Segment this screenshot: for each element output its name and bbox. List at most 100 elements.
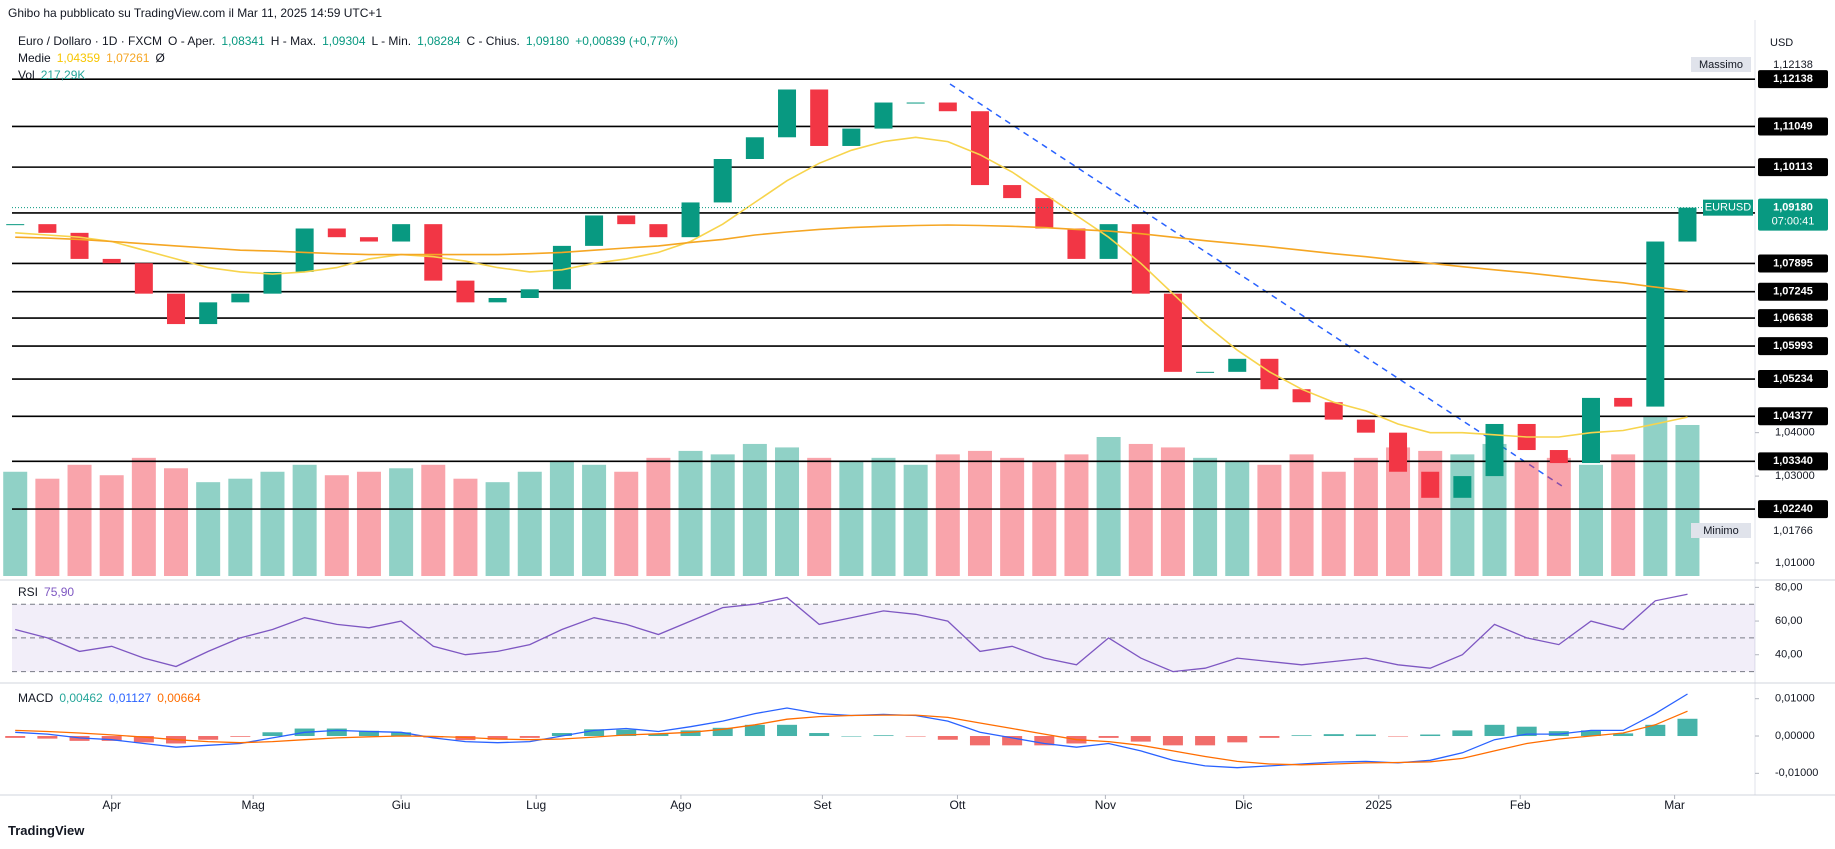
ohlc-value: 1,09180 bbox=[525, 34, 570, 48]
candle bbox=[1549, 450, 1568, 464]
histogram-bar bbox=[1098, 736, 1119, 738]
histogram-bar bbox=[873, 735, 894, 737]
level-label-box bbox=[1758, 254, 1828, 273]
candle bbox=[1453, 476, 1472, 498]
histogram-bar bbox=[905, 736, 926, 737]
legend-macd: MACD 0,00462 0,01127 0,00664 bbox=[18, 691, 201, 705]
histogram-bar bbox=[1420, 734, 1441, 737]
ohlc-label: O - Aper. bbox=[168, 34, 216, 48]
logo-text: TradingView bbox=[8, 823, 85, 838]
histogram-bar bbox=[1162, 736, 1183, 746]
histogram-bar bbox=[133, 736, 154, 743]
volume-bar bbox=[1450, 454, 1475, 576]
volume-bar bbox=[678, 450, 703, 576]
volume-bar bbox=[1257, 464, 1282, 576]
vol-value: 217,29K bbox=[40, 68, 86, 82]
ohlc-label: H - Max. bbox=[270, 34, 317, 48]
candle bbox=[1485, 423, 1504, 477]
ma-value: 1,07261 bbox=[106, 51, 150, 65]
candle bbox=[617, 215, 636, 225]
y-tick-label: 1,01000 bbox=[1775, 557, 1815, 569]
candle bbox=[810, 89, 829, 146]
x-tick-label: Mar bbox=[1664, 798, 1685, 812]
volume-bar bbox=[614, 471, 639, 576]
level-label: 1,03340 bbox=[1773, 455, 1813, 467]
candle bbox=[1163, 293, 1182, 372]
candle bbox=[102, 258, 121, 264]
x-tick-label: 2025 bbox=[1365, 798, 1392, 812]
candle bbox=[842, 128, 861, 146]
volume-bar bbox=[1321, 471, 1346, 576]
histogram-bar bbox=[1259, 736, 1280, 738]
volume-bar bbox=[1514, 461, 1539, 576]
volume-bar bbox=[1546, 457, 1571, 576]
volume-bar bbox=[1096, 437, 1121, 576]
volume-bar bbox=[517, 471, 542, 576]
macd-line bbox=[15, 693, 1688, 769]
volume-bar bbox=[1225, 461, 1250, 576]
macd-title: MACD bbox=[18, 691, 54, 705]
rsi-title: RSI bbox=[18, 585, 39, 599]
candle bbox=[1324, 402, 1343, 420]
candle bbox=[649, 224, 668, 238]
ma-extra: Ø bbox=[155, 51, 165, 65]
x-tick-label: Ott bbox=[949, 798, 966, 812]
histogram-bar bbox=[1195, 736, 1216, 746]
high-name-box bbox=[1691, 57, 1751, 72]
histogram-bar bbox=[1677, 718, 1698, 737]
level-label: 1,07895 bbox=[1773, 257, 1813, 269]
histogram-bar bbox=[230, 736, 251, 737]
x-tick-label: Giu bbox=[392, 798, 411, 812]
histogram-bar bbox=[1291, 735, 1312, 737]
level-label-box bbox=[1758, 117, 1828, 136]
level-label-box bbox=[1758, 452, 1828, 471]
x-tick-label: Set bbox=[813, 798, 832, 812]
candle bbox=[1356, 419, 1375, 433]
ohlc-value: 1,08341 bbox=[221, 34, 265, 48]
level-label: 1,06638 bbox=[1773, 312, 1813, 324]
y-tick-label: -0,01000 bbox=[1775, 767, 1818, 779]
rsi-value: 75,90 bbox=[44, 585, 75, 599]
volume-bar bbox=[1032, 461, 1057, 576]
candle bbox=[456, 280, 475, 303]
histogram-bar bbox=[1516, 726, 1537, 737]
volume-bar bbox=[1064, 454, 1089, 576]
candle bbox=[392, 224, 411, 242]
rsi-line bbox=[15, 593, 1688, 673]
volume-bar bbox=[1353, 457, 1378, 576]
histogram-bar bbox=[616, 729, 637, 737]
currency: USD bbox=[1770, 37, 1793, 49]
level-label: 1,10113 bbox=[1773, 161, 1812, 173]
histogram-bar bbox=[648, 733, 669, 737]
candle bbox=[1678, 207, 1697, 242]
histogram-bar bbox=[1002, 736, 1023, 746]
volume-bar bbox=[356, 471, 381, 576]
candle bbox=[1099, 224, 1118, 259]
volume-bar bbox=[871, 457, 896, 576]
histogram-bar bbox=[358, 730, 379, 737]
y-tick-label: 0,00000 bbox=[1775, 730, 1815, 742]
candle bbox=[1389, 432, 1408, 472]
footer-logo: TradingView bbox=[8, 823, 84, 838]
histogram-bar bbox=[391, 732, 412, 737]
x-tick-label: Feb bbox=[1510, 798, 1531, 812]
x-tick-label: Mag bbox=[242, 798, 265, 812]
candle bbox=[1581, 397, 1600, 464]
volume-bar bbox=[35, 478, 60, 576]
legend-ma: Medie 1,04359 1,07261 Ø bbox=[18, 51, 165, 65]
high-value: 1,12138 bbox=[1773, 59, 1813, 71]
volume-bar bbox=[903, 464, 928, 576]
symbol: Euro / Dollaro · 1D · FXCM bbox=[18, 34, 163, 48]
candle bbox=[327, 228, 346, 238]
candle bbox=[1228, 358, 1247, 372]
y-tick-label: 1,04000 bbox=[1775, 427, 1815, 439]
volume-bar bbox=[485, 482, 510, 576]
histogram-bar bbox=[1355, 734, 1376, 737]
ma-label: Medie bbox=[18, 51, 51, 65]
histogram-bar bbox=[487, 736, 508, 740]
histogram-bar bbox=[37, 736, 58, 739]
x-tick-label: Lug bbox=[526, 798, 546, 812]
macd-value: 0,01127 bbox=[108, 691, 152, 705]
candle bbox=[906, 102, 925, 104]
low-name-box bbox=[1691, 523, 1751, 538]
